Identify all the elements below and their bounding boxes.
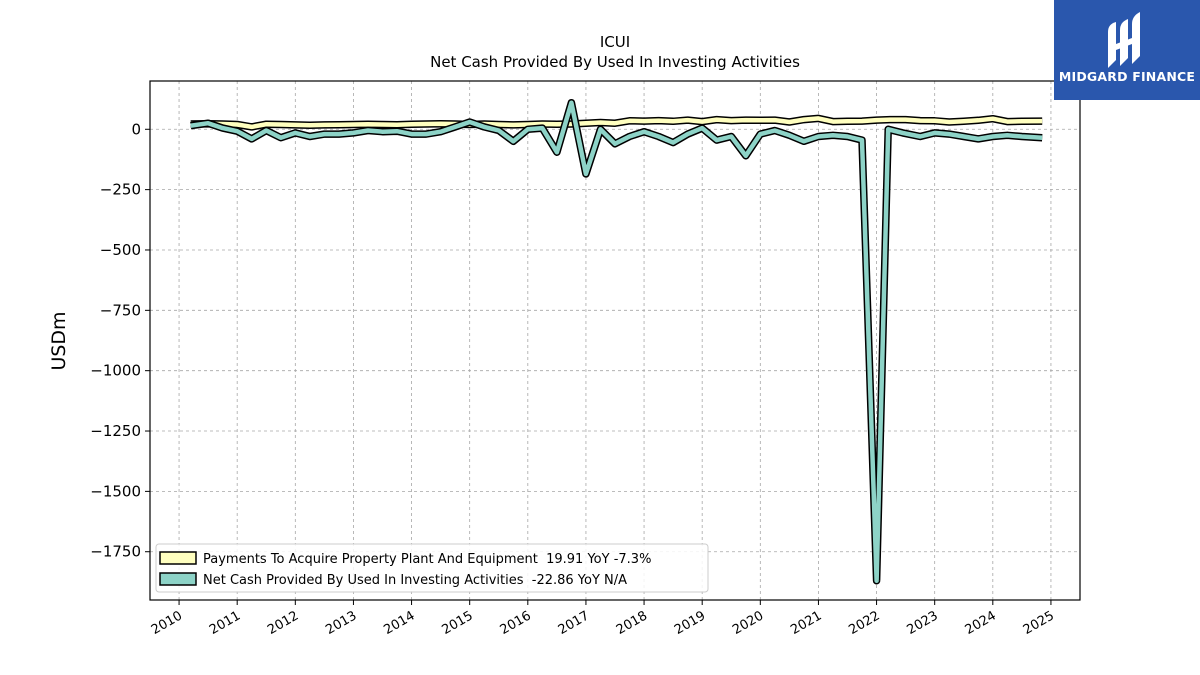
x-tick-label: 2019: [672, 608, 708, 638]
x-tick-label: 2016: [498, 608, 534, 638]
x-tick-label: 2022: [846, 608, 882, 638]
x-tick-label: 2015: [440, 608, 476, 638]
midgard-logo-icon: [1108, 12, 1140, 68]
y-tick-label: −500: [100, 241, 141, 259]
x-axis-ticks: 2010 2011 2012 2013 2014 2015 2016 2017 2018 2019…: [149, 600, 1057, 638]
y-tick-label: −1500: [90, 482, 141, 500]
x-tick-label: 2014: [381, 608, 417, 638]
x-tick-label: 2018: [614, 608, 650, 638]
brand-name: MIDGARD FINANCE: [1058, 69, 1196, 84]
y-tick-label: −750: [100, 301, 141, 319]
chart-title: ICUI: [600, 33, 630, 51]
legend-label-investing: Net Cash Provided By Used In Investing A…: [203, 573, 627, 588]
legend: Payments To Acquire Property Plant And E…: [155, 543, 709, 593]
x-tick-label: 2021: [788, 608, 824, 638]
x-tick-label: 2013: [323, 608, 359, 638]
x-tick-label: 2025: [1021, 608, 1057, 638]
x-tick-label: 2012: [265, 608, 301, 638]
x-tick-label: 2024: [963, 608, 999, 638]
x-tick-label: 2020: [730, 608, 766, 638]
grid-layer: [150, 81, 1080, 600]
y-tick-label: −1750: [90, 543, 141, 561]
y-tick-label: 0: [131, 120, 141, 138]
y-axis-ticks: 0 −250 −500 −750 −1000 −1250 −1500 −1750: [90, 120, 150, 561]
series-line-1: [190, 100, 1043, 583]
y-tick-label: −1250: [90, 422, 141, 440]
y-tick-label: −250: [100, 181, 141, 199]
x-tick-label: 2010: [149, 608, 185, 638]
legend-box: [155, 543, 709, 593]
series-layer: [190, 98, 1043, 585]
y-axis-label: USDm: [48, 311, 70, 370]
y-tick-label: −1000: [90, 362, 141, 380]
legend-swatch-capex: [159, 551, 197, 565]
legend-label-capex: Payments To Acquire Property Plant And E…: [203, 552, 651, 567]
x-tick-label: 2023: [905, 608, 941, 638]
x-tick-label: 2011: [207, 608, 243, 638]
series-outline-1: [190, 98, 1043, 585]
chart-subtitle: Net Cash Provided By Used In Investing A…: [430, 53, 800, 71]
plot-frame: [149, 80, 1081, 601]
brand-logo: MIDGARD FINANCE: [1054, 0, 1200, 100]
series-line-0: [190, 116, 1043, 130]
legend-swatch-investing: [159, 572, 197, 586]
x-tick-label: 2017: [556, 608, 592, 638]
